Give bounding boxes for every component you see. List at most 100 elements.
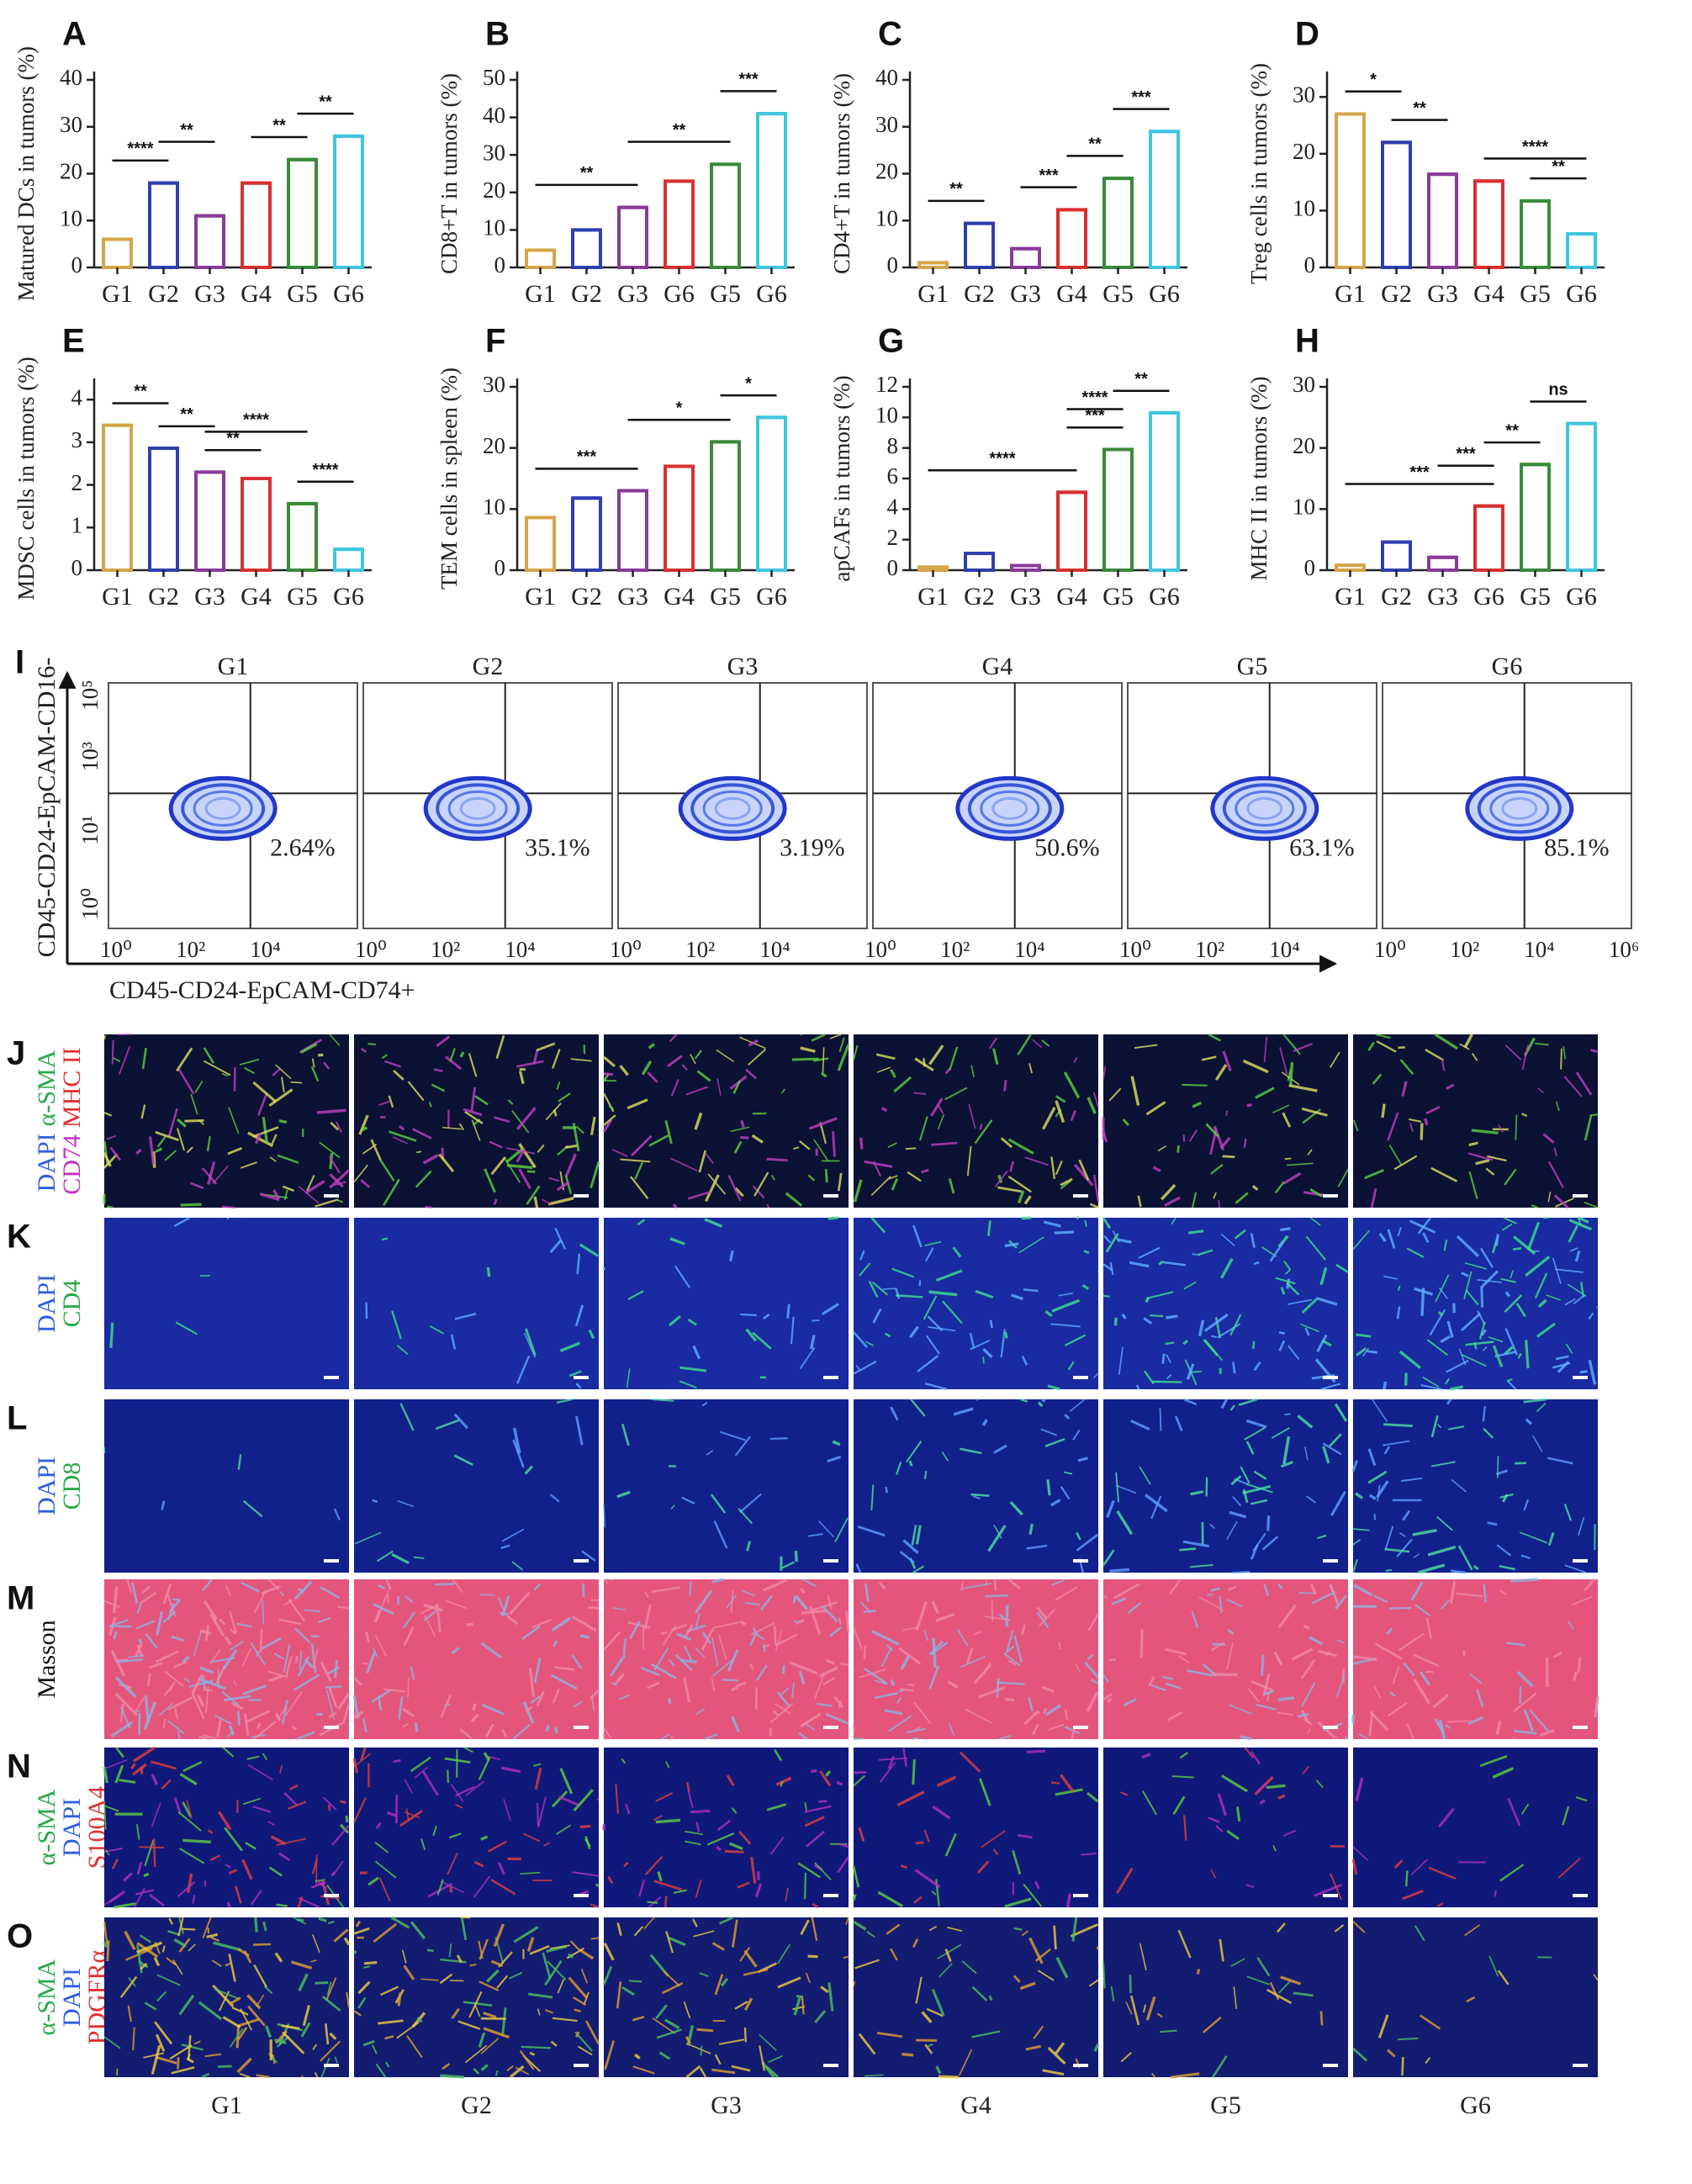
stain-name: DAPI: [33, 1274, 61, 1333]
texture: [770, 1438, 788, 1439]
texture: [864, 1610, 876, 1611]
bar-top: [242, 477, 270, 480]
texture: [360, 1873, 367, 1874]
significance-label: **: [1134, 370, 1148, 389]
group-label: G2: [473, 653, 504, 680]
scale-bar: [1073, 1194, 1088, 1198]
texture: [991, 1320, 992, 1328]
texture: [997, 1679, 998, 1698]
significance-label: ***: [1039, 167, 1059, 185]
y-tick-label: 0: [887, 252, 899, 278]
texture: [1383, 1104, 1384, 1118]
stain-name: CD74: [58, 1134, 86, 1195]
texture: [740, 1137, 748, 1138]
texture: [983, 1356, 984, 1363]
scale-bar: [574, 1559, 589, 1563]
texture: [1402, 2057, 1403, 2076]
texture: [767, 1159, 788, 1160]
bar: [242, 479, 270, 570]
texture: [1022, 1218, 1031, 1219]
texture: [745, 2028, 746, 2042]
bar: [1150, 413, 1178, 570]
scale-bar: [574, 1194, 589, 1198]
panel-letter: G: [878, 323, 904, 360]
texture: [1515, 1463, 1526, 1464]
x-tick-label: G2: [571, 583, 602, 611]
texture: [1042, 1399, 1044, 1401]
texture: [394, 1760, 401, 1762]
y-tick-label: 20: [1293, 433, 1315, 458]
texture: [783, 1665, 784, 1674]
texture: [1253, 1341, 1254, 1349]
y-tick-label: 10⁰: [77, 888, 103, 920]
bar: [758, 114, 785, 267]
group-label: G1: [218, 653, 249, 680]
stain-name: α-SMA: [33, 1959, 61, 2035]
y-axis-label: apCAFs in tumors (%): [829, 375, 854, 581]
texture: [1278, 1698, 1294, 1700]
bar: [619, 208, 647, 267]
texture: [1266, 1785, 1286, 1787]
significance-label: **: [272, 116, 286, 135]
y-tick-label: 10³: [77, 742, 103, 771]
micrograph: [604, 1218, 849, 1389]
scale-bar: [823, 1559, 838, 1563]
texture: [1048, 1479, 1050, 1495]
significance-label: *: [1370, 71, 1377, 89]
column-label: G1: [211, 2091, 242, 2119]
significance-label: ****: [989, 449, 1015, 468]
texture: [923, 1058, 924, 1066]
bar: [1521, 464, 1549, 570]
texture: [854, 1738, 863, 1739]
y-axis-label: TEM cells in spleen (%): [436, 368, 462, 590]
significance-label: ****: [1081, 389, 1108, 407]
x-tick-label: G6: [1566, 583, 1597, 611]
texture: [1005, 1332, 1007, 1339]
bar-top: [1104, 177, 1132, 180]
texture: [861, 1138, 862, 1150]
bar-top: [1012, 564, 1039, 568]
texture: [554, 1110, 556, 1117]
bar-top: [1383, 140, 1410, 144]
bar: [1058, 492, 1086, 570]
bar-top: [196, 470, 224, 473]
bar: [1104, 178, 1132, 267]
bar: [573, 230, 600, 267]
significance-label: **: [1413, 99, 1426, 118]
bar: [103, 240, 131, 267]
texture: [521, 2047, 551, 2048]
bar: [526, 518, 554, 570]
bar-top: [919, 261, 947, 264]
significance-label: ***: [1131, 88, 1151, 107]
scale-bar: [1073, 1894, 1088, 1897]
texture: [913, 1759, 915, 1785]
bar: [288, 504, 316, 570]
texture: [1515, 1115, 1516, 1140]
gate-percentage: 2.64%: [270, 833, 336, 861]
bar-top: [758, 112, 785, 115]
y-tick-label: 10: [1293, 494, 1315, 520]
bar-top: [335, 135, 362, 138]
bar: [665, 466, 693, 570]
micrograph: [854, 1748, 1098, 1907]
texture: [794, 1596, 796, 1604]
group-label: G5: [1237, 653, 1268, 680]
bar-top: [1475, 179, 1503, 182]
x-tick-label: G2: [148, 280, 179, 308]
scale-bar: [1323, 1194, 1338, 1198]
texture: [440, 2076, 464, 2077]
x-tick-label: G6: [1566, 280, 1597, 308]
micrograph: [104, 1399, 349, 1573]
contour: [171, 778, 275, 838]
x-tick-label: G2: [964, 280, 995, 308]
texture: [362, 1663, 367, 1664]
bar-top: [288, 502, 316, 505]
texture: [1386, 1570, 1392, 1571]
texture: [296, 1656, 297, 1663]
texture: [1520, 1686, 1521, 1704]
x-tick-label: 10²: [1195, 937, 1224, 962]
x-tick-label: G3: [1427, 280, 1458, 308]
bar: [1150, 131, 1178, 267]
